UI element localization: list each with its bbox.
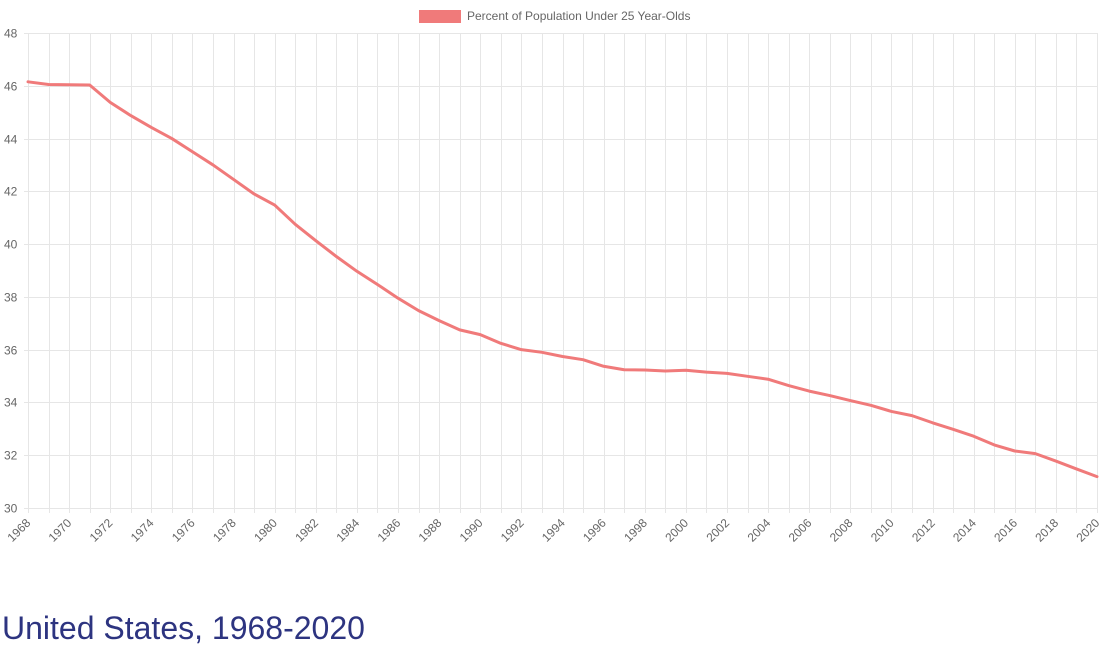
- x-tick-label: 1978: [210, 516, 239, 545]
- y-tick-label: 42: [4, 185, 18, 199]
- y-tick-label: 36: [4, 344, 18, 358]
- x-tick-label: 2016: [991, 516, 1020, 545]
- y-tick-label: 34: [4, 396, 18, 410]
- x-tick-label: 1968: [5, 516, 34, 545]
- y-tick-label: 44: [4, 133, 18, 147]
- x-tick-label: 2020: [1074, 516, 1101, 545]
- series: [26, 80, 1099, 479]
- x-tick-label: 1996: [580, 516, 609, 545]
- x-tick-label: 1974: [128, 516, 157, 545]
- x-tick-label: 2014: [950, 516, 979, 545]
- y-axis: 30 32 34 36 38 40 42 44 46 48: [4, 27, 18, 516]
- x-tick-label: 2006: [786, 516, 815, 545]
- x-tick-label: 2000: [662, 516, 691, 545]
- x-tick-label: 2002: [703, 516, 732, 545]
- y-tick-label: 30: [4, 502, 18, 516]
- x-tick-label: 1984: [333, 516, 362, 545]
- x-tick-label: 1980: [251, 516, 280, 545]
- line-chart: 30 32 34 36 38 40 42 44 46 48 1968 1970 1972 1974 197…: [4, 9, 1101, 545]
- x-tick-label: 2012: [909, 516, 938, 545]
- y-tick-label: 48: [4, 27, 18, 41]
- y-tick-label: 38: [4, 291, 18, 305]
- x-tick-label: 1998: [621, 516, 650, 545]
- y-tick-label: 40: [4, 238, 18, 252]
- legend-color-swatch[interactable]: [419, 10, 461, 23]
- grid: [24, 33, 1098, 513]
- x-axis: 1968 1970 1972 1974 1976 1978 1980 1982 1984 1986…: [5, 516, 1101, 545]
- y-tick-label: 46: [4, 80, 18, 94]
- x-tick-label: 1982: [292, 516, 321, 545]
- x-tick-label: 1994: [539, 516, 568, 545]
- x-tick-label: 2004: [745, 516, 774, 545]
- x-tick-label: 1976: [169, 516, 198, 545]
- legend[interactable]: Percent of Population Under 25 Year-Olds: [419, 9, 690, 23]
- x-tick-label: 1988: [416, 516, 445, 545]
- x-tick-label: 1990: [457, 516, 486, 545]
- y-tick-label: 32: [4, 449, 18, 463]
- x-tick-label: 2008: [827, 516, 856, 545]
- series-line: [26, 80, 1099, 479]
- legend-label[interactable]: Percent of Population Under 25 Year-Olds: [467, 9, 690, 23]
- x-tick-label: 1970: [46, 516, 75, 545]
- x-tick-label: 2018: [1032, 516, 1061, 545]
- x-tick-label: 1992: [498, 516, 527, 545]
- page-heading: United States, 1968-2020: [2, 610, 365, 646]
- x-tick-label: 1972: [87, 516, 116, 545]
- x-tick-label: 1986: [375, 516, 404, 545]
- x-tick-label: 2010: [868, 516, 897, 545]
